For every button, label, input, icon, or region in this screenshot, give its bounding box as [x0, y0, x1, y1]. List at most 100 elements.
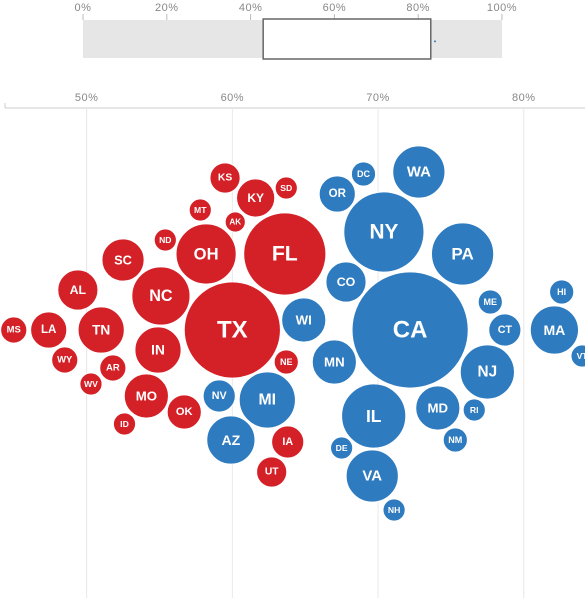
- overview-window-selector[interactable]: [262, 18, 432, 60]
- bubble-circle-nm[interactable]: [442, 427, 468, 453]
- bubble-ut[interactable]: UT: [256, 456, 288, 488]
- bubble-nm[interactable]: NM: [442, 427, 468, 453]
- bubble-me[interactable]: ME: [477, 289, 503, 315]
- bubble-circle-me[interactable]: [477, 289, 503, 315]
- bubble-circle-wi[interactable]: [281, 297, 327, 343]
- bubble-oh[interactable]: OH: [175, 223, 237, 285]
- bubble-circle-ct[interactable]: [488, 313, 522, 347]
- bubble-circle-il[interactable]: [341, 383, 407, 449]
- bubble-circle-in[interactable]: [134, 326, 182, 374]
- bubble-ok[interactable]: OK: [166, 394, 202, 430]
- bubble-vt[interactable]: VT: [570, 344, 585, 368]
- bubble-circle-wv[interactable]: [79, 372, 103, 396]
- bubble-circle-de[interactable]: [330, 436, 354, 460]
- bubble-ks[interactable]: KS: [209, 162, 241, 194]
- bubble-circle-oh[interactable]: [175, 223, 237, 285]
- bubble-circle-ak[interactable]: [224, 211, 246, 233]
- bubble-circle-hi[interactable]: [549, 279, 575, 305]
- bubble-de[interactable]: DE: [330, 436, 354, 460]
- bubble-circle-ok[interactable]: [166, 394, 202, 430]
- bubble-circle-nd[interactable]: [153, 228, 177, 252]
- bubble-va[interactable]: VA: [345, 449, 399, 503]
- bubble-circle-az[interactable]: [206, 415, 256, 465]
- bubble-mt[interactable]: MT: [188, 198, 212, 222]
- bubble-al[interactable]: AL: [57, 269, 99, 311]
- bubble-tn[interactable]: TN: [77, 306, 125, 354]
- bubble-ny[interactable]: NY: [343, 191, 425, 273]
- bubble-circle-sc[interactable]: [101, 238, 145, 282]
- bubble-ms[interactable]: MS: [0, 316, 28, 344]
- bubble-sd[interactable]: SD: [274, 176, 298, 200]
- bubble-ma[interactable]: MA: [529, 305, 579, 355]
- bubble-circle-al[interactable]: [57, 269, 99, 311]
- bubble-in[interactable]: IN: [134, 326, 182, 374]
- bubble-pa[interactable]: PA: [431, 222, 494, 286]
- bubble-circle-ne[interactable]: [273, 349, 299, 375]
- bubble-nv[interactable]: NV: [202, 379, 236, 413]
- bubble-sc[interactable]: SC: [101, 238, 145, 282]
- bubble-ri[interactable]: RI: [462, 398, 486, 422]
- bubble-ia[interactable]: IA: [271, 425, 305, 459]
- bubble-ne[interactable]: NE: [273, 349, 299, 375]
- bubble-circle-wa[interactable]: [392, 145, 446, 199]
- bubble-ky[interactable]: KY: [236, 178, 276, 218]
- bubble-circle-dc[interactable]: [351, 161, 376, 187]
- bubble-circle-mo[interactable]: [123, 373, 169, 419]
- bubble-circle-ut[interactable]: [256, 456, 288, 488]
- bubble-wv[interactable]: WV: [79, 372, 103, 396]
- bubble-circle-ny[interactable]: [343, 191, 425, 273]
- bubble-nc[interactable]: NC: [131, 266, 191, 326]
- bubble-circle-fl[interactable]: [243, 212, 327, 296]
- bubble-circle-or[interactable]: [318, 175, 356, 213]
- bubble-circle-nc[interactable]: [131, 266, 191, 326]
- bubble-az[interactable]: AZ: [206, 415, 256, 465]
- bubble-co[interactable]: CO: [325, 261, 367, 303]
- bubble-circle-nh[interactable]: [382, 498, 406, 522]
- bubble-circle-ks[interactable]: [209, 162, 241, 194]
- bubble-fl[interactable]: FL: [243, 212, 327, 296]
- bubble-circle-tx[interactable]: [183, 281, 281, 379]
- bubble-or[interactable]: OR: [318, 175, 356, 213]
- bubble-circle-nv[interactable]: [202, 379, 236, 413]
- bubble-circle-mn[interactable]: [311, 339, 357, 385]
- bubble-ca[interactable]: CA: [351, 271, 469, 389]
- bubble-circle-mt[interactable]: [188, 198, 212, 222]
- bubble-tx[interactable]: TX: [183, 281, 281, 379]
- bubble-circle-mi[interactable]: [238, 371, 296, 429]
- bubble-la[interactable]: LA: [30, 311, 68, 349]
- bubble-circle-co[interactable]: [325, 261, 367, 303]
- bubble-nh[interactable]: NH: [382, 498, 406, 522]
- bubble-mn[interactable]: MN: [311, 339, 357, 385]
- bubble-hi[interactable]: HI: [549, 279, 575, 305]
- bubble-circle-sd[interactable]: [274, 176, 298, 200]
- bubble-circle-ar[interactable]: [99, 354, 127, 382]
- bubble-nj[interactable]: NJ: [459, 344, 515, 400]
- bubble-circle-ca[interactable]: [351, 271, 469, 389]
- bubble-circle-va[interactable]: [345, 449, 399, 503]
- bubble-circle-la[interactable]: [30, 311, 68, 349]
- bubble-id[interactable]: ID: [113, 412, 136, 436]
- bubble-circle-ma[interactable]: [529, 305, 579, 355]
- bubble-wi[interactable]: WI: [281, 297, 327, 343]
- bubble-wa[interactable]: WA: [392, 145, 446, 199]
- bubble-ak[interactable]: AK: [224, 211, 246, 233]
- bubble-dc[interactable]: DC: [351, 161, 376, 187]
- bubble-circle-nj[interactable]: [459, 344, 515, 400]
- bubble-wy[interactable]: WY: [51, 346, 79, 374]
- bubble-md[interactable]: MD: [415, 385, 461, 431]
- bubble-circle-ri[interactable]: [462, 398, 486, 422]
- bubble-circle-wy[interactable]: [51, 346, 79, 374]
- bubble-ar[interactable]: AR: [99, 354, 127, 382]
- bubble-circle-tn[interactable]: [77, 306, 125, 354]
- bubble-nd[interactable]: ND: [153, 228, 177, 252]
- bubble-circle-ia[interactable]: [271, 425, 305, 459]
- bubble-ct[interactable]: CT: [488, 313, 522, 347]
- bubble-circle-ky[interactable]: [236, 178, 276, 218]
- bubble-mo[interactable]: MO: [123, 373, 169, 419]
- bubble-il[interactable]: IL: [341, 383, 407, 449]
- bubble-circle-md[interactable]: [415, 385, 461, 431]
- bubble-circle-vt[interactable]: [570, 344, 585, 368]
- bubble-circle-pa[interactable]: [431, 222, 494, 286]
- bubble-circle-id[interactable]: [113, 412, 136, 436]
- bubble-mi[interactable]: MI: [238, 371, 296, 429]
